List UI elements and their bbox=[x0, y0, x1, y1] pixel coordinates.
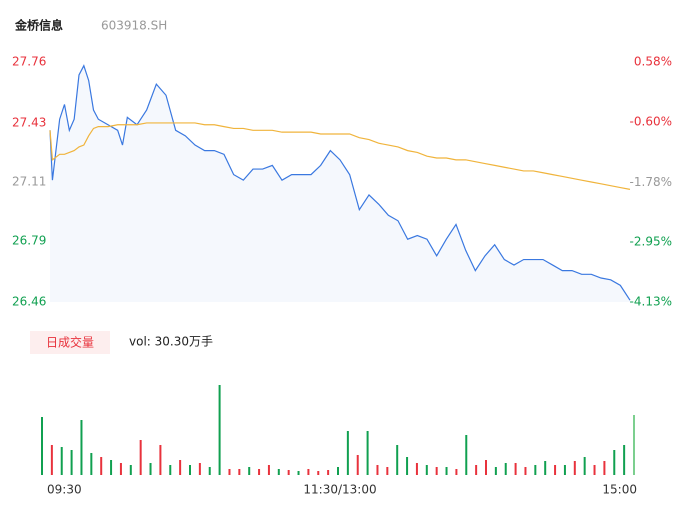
volume-bar bbox=[307, 469, 310, 475]
y2-tick-label: -2.95% bbox=[630, 234, 672, 248]
volume-bar bbox=[208, 467, 211, 475]
y2-tick-label: -1.78% bbox=[630, 175, 672, 189]
y-tick-label: 27.76 bbox=[12, 55, 46, 69]
volume-bar bbox=[277, 469, 280, 475]
volume-bar bbox=[593, 465, 596, 475]
y-tick-label: 27.11 bbox=[12, 175, 46, 189]
y2-tick-label: -0.60% bbox=[630, 115, 672, 129]
price-area bbox=[50, 65, 630, 302]
volume-bar bbox=[139, 440, 142, 475]
volume-bar bbox=[366, 431, 369, 475]
x-tick-label: 09:30 bbox=[47, 483, 82, 497]
volume-bar bbox=[544, 461, 547, 475]
volume-bar bbox=[415, 463, 418, 475]
volume-bar bbox=[406, 457, 409, 475]
x-tick-label: 11:30/13:00 bbox=[303, 483, 376, 497]
series-line bbox=[49, 64, 631, 301]
volume-bar bbox=[327, 470, 330, 475]
volume-bar bbox=[514, 463, 517, 475]
volume-bar bbox=[110, 460, 113, 475]
volume-bar bbox=[159, 445, 162, 475]
volume-bar bbox=[346, 431, 349, 475]
volume-bar bbox=[218, 385, 221, 475]
volume-label: vol: 30.30万手 bbox=[129, 335, 213, 349]
volume-bar bbox=[485, 460, 487, 475]
volume-bar bbox=[119, 463, 122, 475]
y-tick-label: 26.79 bbox=[12, 234, 46, 248]
volume-bar bbox=[494, 467, 497, 475]
stock-name: 金桥信息 bbox=[14, 18, 63, 33]
volume-bar bbox=[267, 465, 270, 475]
volume-bar bbox=[435, 467, 438, 475]
volume-bar bbox=[238, 469, 241, 475]
volume-bar bbox=[425, 465, 428, 475]
volume-bar bbox=[524, 467, 527, 475]
volume-bar bbox=[613, 450, 616, 475]
volume-bar bbox=[149, 463, 152, 475]
volume-bar bbox=[356, 455, 359, 475]
stock-code: 603918.SH bbox=[101, 19, 167, 33]
x-tick-label: 15:00 bbox=[602, 483, 637, 497]
volume-bar bbox=[228, 469, 231, 475]
volume-bar bbox=[169, 465, 172, 475]
volume-bar bbox=[455, 469, 458, 475]
volume-bar bbox=[41, 417, 43, 475]
volume-bar bbox=[386, 467, 389, 475]
volume-bar bbox=[129, 465, 132, 475]
volume-bar bbox=[248, 467, 251, 475]
volume-button-bg[interactable] bbox=[30, 331, 110, 354]
volume-bar bbox=[534, 465, 537, 475]
volume-bar bbox=[475, 465, 478, 475]
volume-bar bbox=[633, 415, 635, 475]
volume-bar bbox=[573, 461, 576, 475]
volume-bar bbox=[80, 420, 83, 475]
volume-bar bbox=[603, 461, 606, 475]
volume-bar bbox=[376, 465, 379, 475]
volume-bar bbox=[100, 457, 103, 475]
volume-bar bbox=[337, 467, 339, 475]
volume-bar bbox=[287, 470, 290, 475]
y-tick-label: 27.43 bbox=[12, 115, 46, 129]
volume-bar bbox=[623, 445, 626, 475]
y2-tick-label: -4.13% bbox=[630, 295, 672, 309]
volume-bar bbox=[198, 463, 201, 475]
volume-bar bbox=[504, 463, 507, 475]
volume-bar bbox=[70, 450, 73, 475]
volume-bar bbox=[297, 471, 300, 475]
volume-bar bbox=[50, 445, 53, 475]
volume-bar bbox=[179, 460, 182, 475]
series-line bbox=[49, 122, 631, 190]
volume-bar bbox=[563, 465, 566, 475]
volume-bar bbox=[396, 445, 399, 475]
volume-bar bbox=[583, 457, 586, 475]
y-tick-label: 26.46 bbox=[12, 295, 46, 309]
volume-button[interactable]: 日成交量 bbox=[46, 335, 94, 350]
volume-bar bbox=[465, 435, 468, 475]
y2-tick-label: 0.58% bbox=[634, 55, 672, 69]
volume-bar bbox=[445, 467, 448, 475]
volume-bar bbox=[90, 453, 93, 475]
volume-bar bbox=[189, 465, 191, 475]
volume-bar bbox=[258, 469, 261, 475]
volume-bar bbox=[554, 465, 557, 475]
volume-bar bbox=[60, 447, 63, 475]
volume-bar bbox=[317, 471, 320, 475]
